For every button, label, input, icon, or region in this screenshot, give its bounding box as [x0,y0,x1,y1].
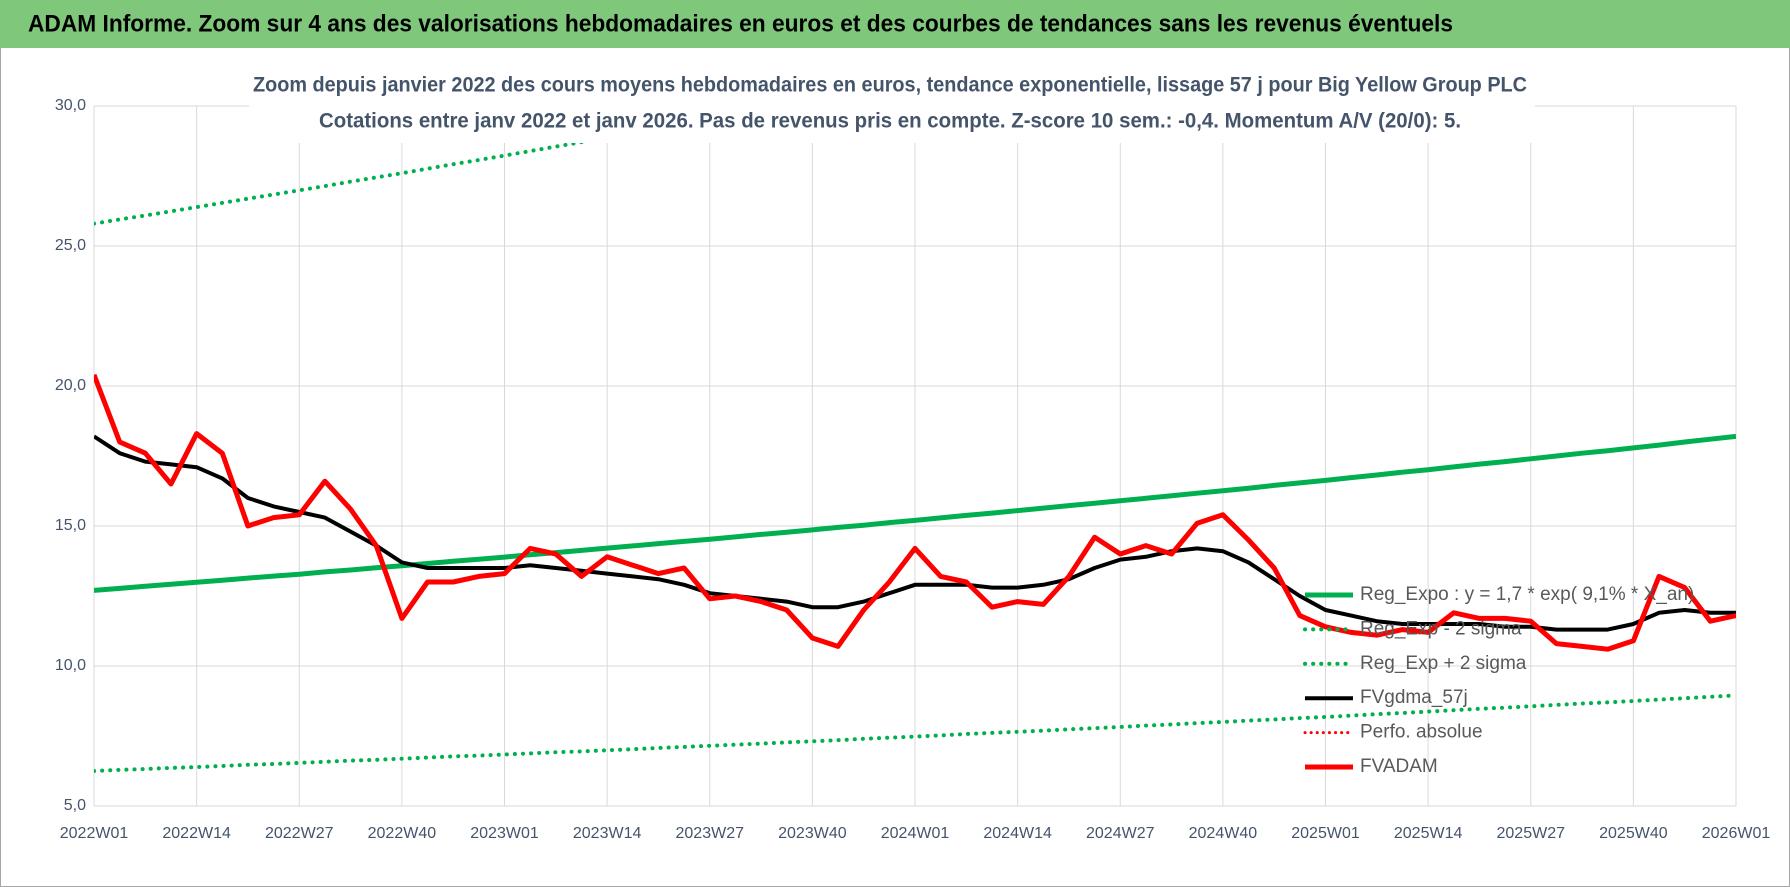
series-line [94,373,1736,652]
x-tick-label: 2025W14 [1394,825,1463,842]
y-tick-label: 30,0 [55,97,86,114]
header-bar [0,0,1790,48]
x-tick-label: 2023W14 [573,825,642,842]
y-tick-label: 5,0 [64,797,86,814]
series-line [94,693,1736,773]
x-tick-label: 2024W01 [881,825,950,842]
series-line [94,433,1736,593]
legend-label: Reg_Exp + 2 sigma [1360,653,1527,674]
x-tick-label: 2025W27 [1497,825,1566,842]
x-tick-label: 2023W01 [470,825,539,842]
legend-label: Reg_Expo : y = 1,7 * exp( 9,1% * X_an) [1360,584,1694,605]
legend-label: FVADAM [1360,756,1438,777]
legend-label: Perfo. absolue [1360,722,1483,743]
header-title: ADAM Informe. Zoom sur 4 ans des valoris… [28,10,1453,37]
y-tick-label: 15,0 [55,517,86,534]
x-tick-label: 2022W40 [368,825,437,842]
x-tick-label: 2025W40 [1599,825,1668,842]
x-tick-label: 2024W14 [983,825,1052,842]
x-tick-label: 2023W40 [778,825,847,842]
y-tick-label: 10,0 [55,657,86,674]
chart-title: Zoom depuis janvier 2022 des cours moyen… [253,74,1527,97]
title-box [249,63,1535,143]
legend-label: FVgdma_57j [1360,687,1468,708]
series-line [94,106,794,226]
x-tick-label: 2022W27 [265,825,334,842]
x-tick-label: 2024W40 [1189,825,1258,842]
plot: 2022W01 2022W14 2022W27 2022W40 2023W01 2023W… [55,97,1771,842]
x-tick-label: 2023W27 [676,825,745,842]
legend-label: Reg_Exp - 2 sigma [1360,618,1522,639]
x-tick-label: 2024W27 [1086,825,1155,842]
x-tick-label: 2022W14 [162,825,231,842]
x-tick-label: 2025W01 [1291,825,1360,842]
chart-subtitle: Cotations entre janv 2022 et janv 2026. … [319,110,1461,133]
y-tick-label: 20,0 [55,377,86,394]
series-group [94,106,1736,773]
x-tick-label: 2026W01 [1702,825,1771,842]
y-tick-label: 25,0 [55,237,86,254]
series-line [94,434,1736,632]
legend: Reg_Expo : y = 1,7 * exp( 9,1% * X_an) Re… [1303,584,1694,777]
x-tick-label: 2022W01 [60,825,129,842]
